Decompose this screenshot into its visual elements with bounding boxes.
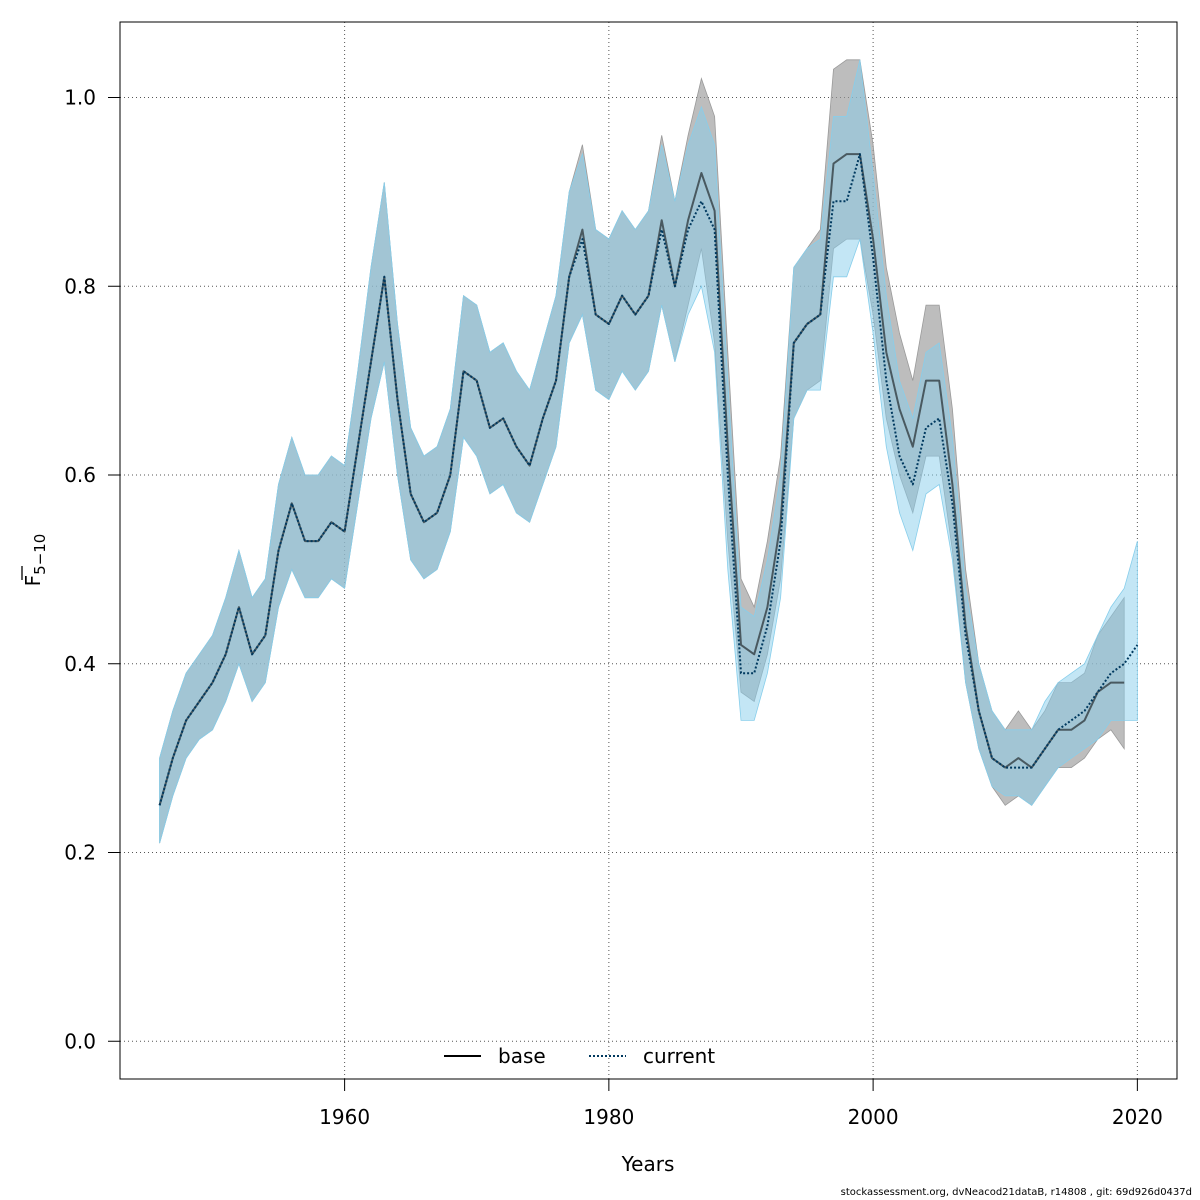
- legend: base current: [444, 1044, 715, 1068]
- series-line-base: [158, 153, 1125, 806]
- svg-text:F5−10: F5−10: [21, 534, 49, 587]
- legend-label-base: base: [498, 1044, 546, 1068]
- plot-frame: [119, 21, 1178, 1080]
- y-axis-title: F5−10: [21, 534, 49, 587]
- y-axis-title-main: F: [21, 575, 45, 587]
- confidence-band-current: [159, 59, 1138, 844]
- y-tick-label-0.4: 0.4: [64, 652, 96, 676]
- x-tick-label-2000: 2000: [848, 1105, 899, 1129]
- x-axis-ticks: 1960 1980 2000 2020: [319, 1079, 1163, 1129]
- series-lines: [158, 153, 1139, 806]
- confidence-bands: [159, 59, 1138, 844]
- x-tick-label-1960: 1960: [319, 1105, 370, 1129]
- y-axis-ticks: 0.0 0.2 0.4 0.6 0.8 1.0: [64, 86, 120, 1053]
- y-tick-label-0.2: 0.2: [64, 841, 96, 865]
- y-axis-title-sub: 5−10: [31, 534, 49, 575]
- x-tick-label-1980: 1980: [583, 1105, 634, 1129]
- y-tick-label-0.6: 0.6: [64, 463, 96, 487]
- x-tick-label-2020: 2020: [1112, 1105, 1163, 1129]
- y-tick-label-0.8: 0.8: [64, 274, 96, 298]
- series-line-current: [158, 153, 1139, 806]
- y-tick-label-0.0: 0.0: [64, 1029, 96, 1053]
- y-tick-label-1.0: 1.0: [64, 86, 96, 110]
- legend-label-current: current: [643, 1044, 715, 1068]
- x-axis-title: Years: [621, 1152, 675, 1176]
- footer-note: stockassessment.org, dvNeacod21dataB, r1…: [840, 1187, 1192, 1198]
